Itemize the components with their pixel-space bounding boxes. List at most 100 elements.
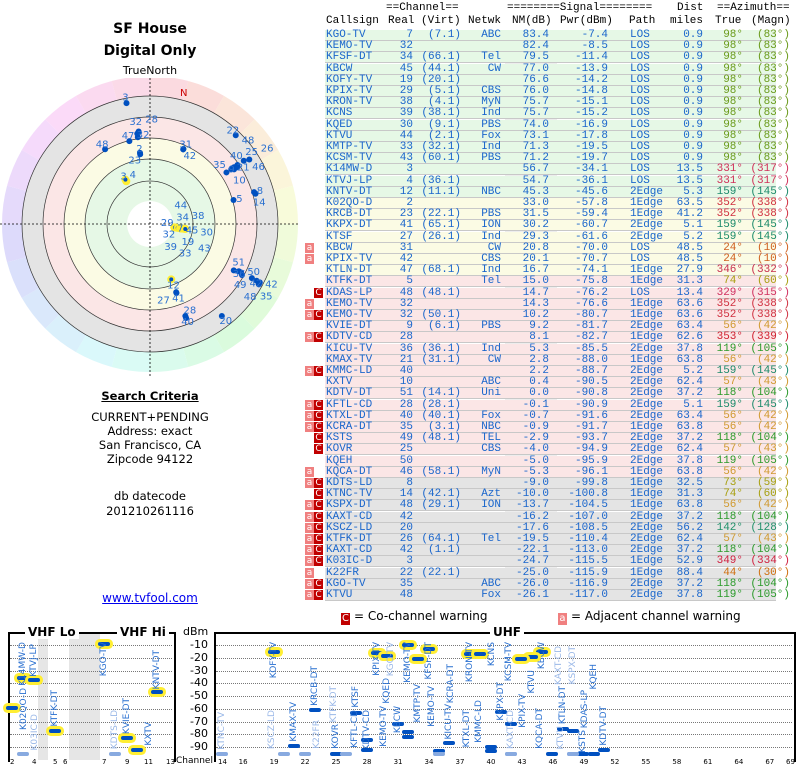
callsign: KQCA-DT xyxy=(326,465,373,478)
adjacent-warning-flag: a xyxy=(305,500,314,511)
station-row[interactable]: KDTS-LD 8 -9.0 -99.8 1Edge 32.5 73° (59°) xyxy=(325,478,790,489)
station-row[interactable]: KSCZ-LD 20 -17.6 -108.5 2Edge 56.2 142° (128°) xyxy=(325,521,790,534)
spectrum-marker xyxy=(494,709,507,714)
station-row[interactable]: KEMO-TV 32 (50.1) 10.2 -80.7 1Edge 63.6 352° (33… xyxy=(325,309,790,321)
adjacent-warning-flag: a xyxy=(305,534,314,544)
real-channel: 49 xyxy=(399,432,413,445)
callsign: KQED xyxy=(326,118,353,131)
station-row[interactable]: KICU-TV 36 (36.1) Ind 5.3 -85.5 2Edge 37.8 119° (… xyxy=(325,343,790,355)
azimuth-true: 57° xyxy=(723,443,743,456)
spectrum-marker-label: KTFK-DT xyxy=(50,690,60,727)
station-row[interactable]: KTXL-DT 40 (40.1) Fox -0.7 -91.6 2Edge 63.4 56° (… xyxy=(325,410,790,422)
station-row[interactable]: KRCB-DT 23 (22.1) PBS 31.5 -59.4 1Edge 41.2 352°… xyxy=(325,208,790,221)
col-virt: (Virt) xyxy=(421,15,461,27)
station-row[interactable]: KDAS-LP 48 (48.1) 14.7 -76.2 LOS 13.4 329° (315°… xyxy=(325,287,790,299)
azimuth-true: 24° xyxy=(723,253,743,265)
station-row[interactable]: KTSF 27 (26.1) Ind 29.3 -61.6 2Edge 5.2 159° (145… xyxy=(325,231,790,243)
station-row[interactable]: KMAX-TV 21 (31.1) CW 2.8 -88.0 1Edge 63.8 56° (42… xyxy=(325,353,790,366)
azimuth-magnetic: (42°) xyxy=(756,499,790,512)
network: Tel xyxy=(481,533,501,545)
station-row[interactable]: KPIX-TV 42 CBS 20.1 -70.7 LOS 48.5 24° (10°) xyxy=(325,253,790,265)
channel-tick: 55 xyxy=(641,758,651,766)
station-row[interactable]: KRON-TV 38 (4.1) MyN 75.7 -15.1 LOS 0.9 98° (83°) xyxy=(325,97,790,109)
callsign: KMAX-TV xyxy=(326,353,373,366)
adjacent-warning-flag: a xyxy=(305,242,314,253)
station-row[interactable]: KEMO-TV 32 82.4 -8.5 LOS 0.9 98° (83°) xyxy=(325,40,790,53)
path: 1Edge xyxy=(630,208,664,221)
station-row[interactable]: KSTS 49 (48.1) TEL -2.9 -93.7 2Edge 37.2 118° (10… xyxy=(325,432,790,445)
station-row[interactable]: KMMC-LD 40 2.2 -88.7 2Edge 5.2 159° (145°) xyxy=(325,366,790,377)
station-row[interactable]: KCSM-TV 43 (60.1) PBS 71.2 -19.7 LOS 0.9 98° (83°… xyxy=(325,153,790,165)
spectrum-marker xyxy=(401,735,414,740)
distance: 0.9 xyxy=(683,40,703,53)
station-row[interactable]: KCRA-DT 35 (3.1) NBC -0.9 -91.7 1Edge 63.8 56° (4… xyxy=(325,422,790,433)
station-row[interactable]: KTVJ-LP 4 (36.1) 54.7 -36.1 LOS 13.5 331° (317°) xyxy=(325,175,790,187)
station-row[interactable]: KOVR 25 CBS -4.0 -94.9 2Edge 62.4 57° (43°) xyxy=(325,443,790,456)
co-channel-warning-flag: C xyxy=(314,422,323,432)
power: -110.4 xyxy=(568,533,608,545)
polar-station-dot xyxy=(183,315,190,322)
real-channel: 20 xyxy=(399,521,413,534)
station-row[interactable]: KTVU 44 (2.1) Fox 73.1 -17.8 LOS 0.9 98° (83°) xyxy=(325,130,790,142)
station-row[interactable]: KTFK-DT 26 (64.1) Tel -19.5 -110.4 2Edge 62.4 57… xyxy=(325,533,790,545)
noise-margin: 0.0 xyxy=(529,387,549,400)
azimuth-magnetic: (104°) xyxy=(750,387,790,400)
grid-line xyxy=(216,683,792,685)
power: -94.9 xyxy=(574,443,608,456)
station-row[interactable]: KMTP-TV 33 (32.1) Ind 71.3 -19.5 LOS 0.9 98° (83°… xyxy=(325,142,790,153)
station-row[interactable]: KBCW 45 (44.1) CW 77.0 -13.9 LOS 0.9 98° (83°) xyxy=(325,63,790,75)
station-row[interactable]: KFSF-DT 34 (66.1) Tel 79.5 -11.4 LOS 0.9 98° (83°… xyxy=(325,52,790,64)
station-row[interactable]: KDTV-CD 28 8.1 -82.7 1Edge 62.6 353° (339°) xyxy=(325,332,790,344)
station-row[interactable]: KTFK-DT 5 Tel 15.0 -75.8 1Edge 31.3 74° (60°) xyxy=(325,276,790,288)
station-row[interactable]: KTLN-DT 47 (68.1) Ind 16.7 -74.1 1Edge 27.9 346°… xyxy=(325,265,790,277)
station-row[interactable]: KGO-TV 7 (7.1) ABC 83.4 -7.4 LOS 0.9 98° (83°) xyxy=(325,30,790,41)
virtual-channel: (38.1) xyxy=(421,107,461,120)
spectrum-marker xyxy=(339,752,352,756)
real-channel: 9 xyxy=(406,320,413,333)
channel-tick: 61 xyxy=(703,758,713,766)
spectrum-marker xyxy=(131,747,143,752)
channel-tick: 31 xyxy=(393,758,403,766)
station-row[interactable]: KPIX-TV 29 (5.1) CBS 76.0 -14.8 LOS 0.9 98° (83°) xyxy=(325,86,790,97)
station-row[interactable]: KQEH 50 -5.0 -95.9 2Edge 37.8 119° (105°) xyxy=(325,455,790,467)
dbm-tick: -50 xyxy=(190,689,208,702)
station-row[interactable]: K22FR 22 (22.1) -25.0 -115.9 1Edge 88.4 44° (30°… xyxy=(325,567,790,579)
station-row[interactable]: KAXT-CD 42 (1.1) -22.1 -113.0 2Edge 37.2 118° (1… xyxy=(325,545,790,557)
station-row[interactable]: KXTV 10 ABC 0.4 -90.5 2Edge 62.4 57° (43°) xyxy=(325,376,790,389)
compass-sector xyxy=(2,185,27,224)
station-row[interactable]: KBCW 31 CW 20.8 -70.0 LOS 48.5 24° (10°) xyxy=(325,242,790,254)
real-channel: 32 xyxy=(399,297,413,310)
station-row[interactable]: K03IC-D 3 -24.7 -115.5 1Edge 52.9 349° (334°) xyxy=(325,555,790,568)
path: LOS xyxy=(630,253,650,265)
azimuth-true: 119° xyxy=(716,589,743,601)
grid-line xyxy=(216,670,792,672)
station-row[interactable]: KGO-TV 35 ABC -26.0 -116.9 2Edge 37.2 118° (104°… xyxy=(325,578,790,590)
station-row[interactable]: KNTV-DT 12 (11.1) NBC 45.3 -45.6 2Edge 5.3 159° (… xyxy=(325,186,790,198)
station-row[interactable]: KDTV-DT 51 (14.1) Uni 0.0 -90.8 2Edge 37.2 118° (… xyxy=(325,387,790,400)
station-row[interactable]: KEMO-TV 32 14.3 -76.6 1Edge 63.6 352° (338°) xyxy=(325,297,790,310)
station-row[interactable]: KTNC-TV 14 (42.1) Azt -10.0 -100.8 1Edge 31.3 74… xyxy=(325,489,790,501)
dbm-tick: -60 xyxy=(190,701,208,715)
azimuth-magnetic: (60°) xyxy=(756,275,790,288)
station-row[interactable]: KFTL-CD 28 (28.1) -0.1 -90.9 2Edge 5.1 159° (145… xyxy=(325,399,790,411)
distance: 0.9 xyxy=(683,107,703,120)
azimuth-true: 352° xyxy=(716,309,743,321)
station-row[interactable]: KKPX-DT 41 (65.1) ION 30.2 -60.7 2Edge 5.1 159° (… xyxy=(325,220,790,232)
station-row[interactable]: K14MW-D 3 56.7 -34.1 LOS 13.5 331° (317°) xyxy=(325,164,790,176)
station-row[interactable]: KSPX-DT 48 (29.1) ION -13.7 -104.5 1Edge 63.8 56… xyxy=(325,500,790,512)
polar-station-dot xyxy=(123,100,130,107)
station-row[interactable]: KAXT-CD 42 -16.2 -107.0 2Edge 37.2 118° (104°) xyxy=(325,511,790,523)
station-row[interactable]: KVIE-DT 9 (6.1) PBS 9.2 -81.7 2Edge 63.4 56° (42°… xyxy=(325,320,790,333)
station-row[interactable]: KOFY-TV 19 (20.1) 76.6 -14.2 LOS 0.9 98° (83°) xyxy=(325,74,790,86)
spectrum-marker xyxy=(474,651,487,656)
station-row[interactable]: KQED 30 (9.1) PBS 74.0 -16.9 LOS 0.9 98° (83°) xyxy=(325,118,790,131)
virtual-channel: (9.1) xyxy=(427,118,461,131)
power: -90.5 xyxy=(574,376,608,389)
tvfool-link[interactable]: www.tvfool.com xyxy=(102,591,198,605)
distance: 52.9 xyxy=(676,555,703,568)
station-row[interactable]: KCNS 39 (38.1) Ind 75.7 -15.2 LOS 0.9 98° (83°) xyxy=(325,107,790,120)
station-row[interactable]: KQCA-DT 46 (58.1) MyN -5.3 -96.1 1Edge 63.8 56° (… xyxy=(325,465,790,478)
station-row[interactable]: K02QO-D 2 33.0 -57.8 1Edge 63.5 352° (338°) xyxy=(325,198,790,209)
station-row[interactable]: KTVU 48 Fox -26.1 -117.0 2Edge 37.8 119° (105°) xyxy=(325,589,790,601)
